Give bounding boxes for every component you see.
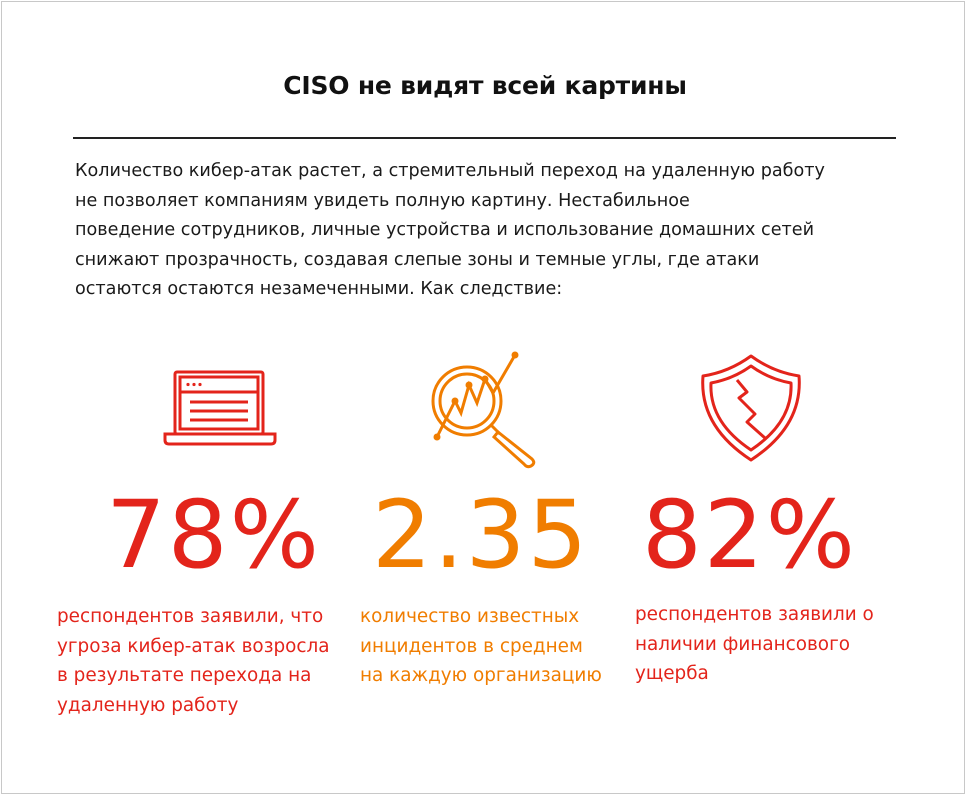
intro-line: не позволяет компаниям увидеть полную ка… [75,190,690,211]
stat-description-line: количество известных [360,606,580,627]
intro-line: поведение сотрудников, личные устройства… [75,220,815,241]
stat-value-82: 82% [642,481,857,590]
title-divider [73,137,896,139]
stat-description-line: ущерба [635,663,709,685]
stat-description-line: респондентов заявили о [635,604,874,625]
magnifier-chart-icon [427,349,543,473]
stat-value-2-35: 2.35 [372,481,590,590]
stat-description-line: наличии финансового [635,633,850,655]
page-title: CISO не видят всей картины [283,71,687,100]
stat-description-line: в результате перехода на [57,665,312,687]
broken-shield-icon [699,352,805,468]
stat-description-line: инцидентов в среднем [360,635,583,657]
stat-description: респондентов заявили, что угроза кибер-а… [57,602,330,720]
intro-line: остаются остаются незамеченными. Как сле… [75,279,563,300]
laptop-icon [162,368,278,452]
stat-description-line: на каждую организацию [360,665,602,687]
stat-description-line: угроза кибер-атак возросла [57,635,330,657]
stat-description-line: удаленную работу [57,694,239,716]
intro-paragraph: Количество кибер-атак растет, а стремите… [75,157,905,305]
intro-line: снижают прозрачность, создавая слепые зо… [75,249,760,270]
stat-description-line: респондентов заявили, что [57,606,324,627]
stat-value-78: 78% [106,481,321,590]
stat-description: респондентов заявили о наличии финансово… [635,600,874,689]
stat-description: количество известных инцидентов в средне… [360,602,602,691]
intro-line: Количество кибер-атак растет, а стремите… [75,161,825,181]
